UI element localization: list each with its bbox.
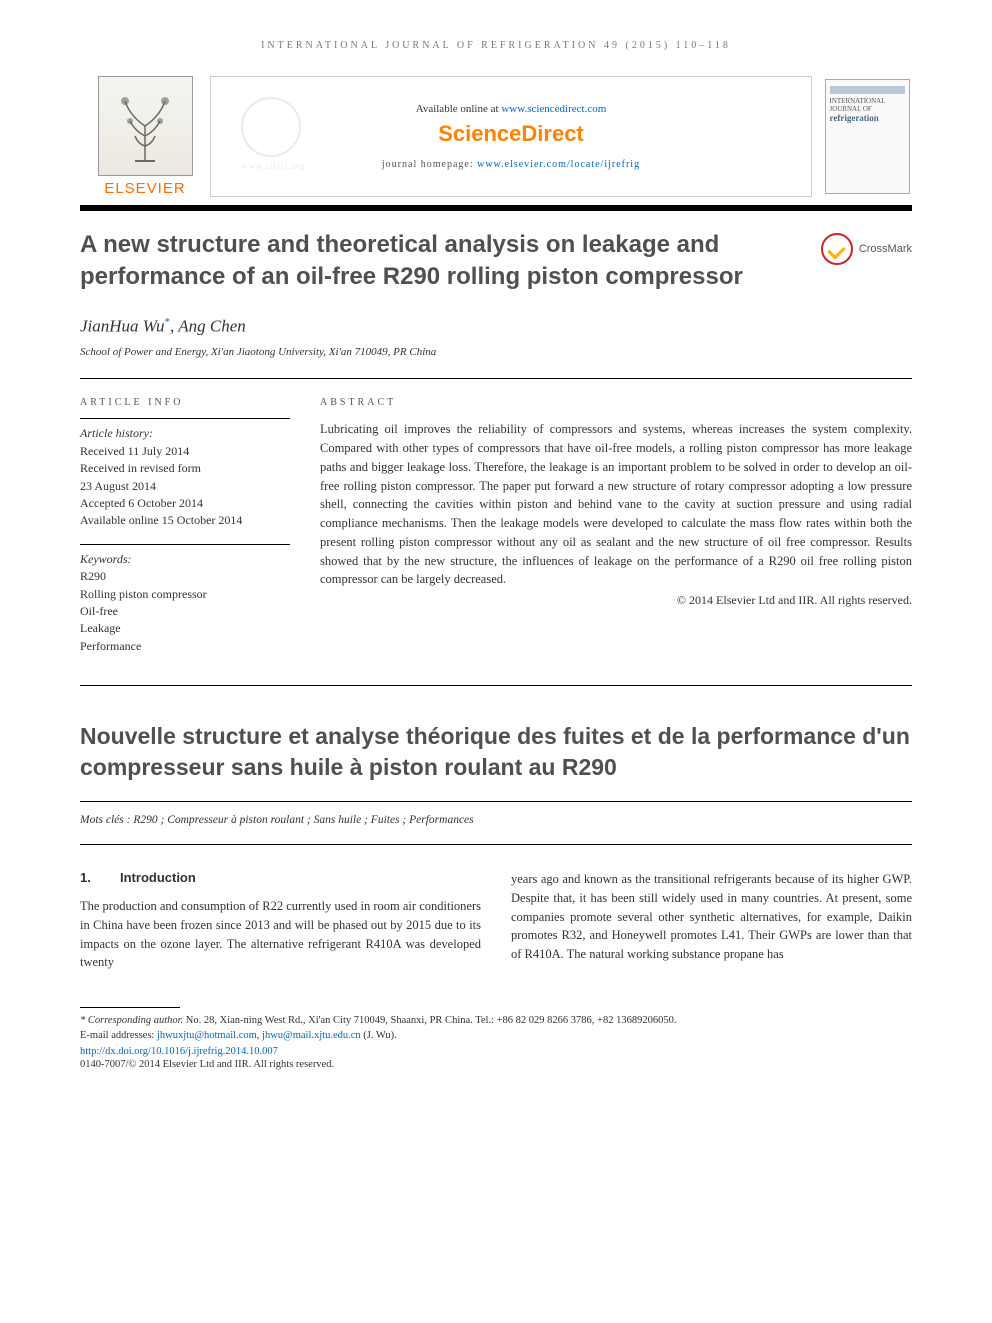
sciencedirect-link[interactable]: www.sciencedirect.com [501, 103, 606, 115]
abstract-section: ARTICLE INFO Article history: Received 1… [80, 397, 912, 655]
keyword: R290 [80, 568, 290, 585]
section-heading: 1.Introduction [80, 870, 481, 885]
journal-cover: INTERNATIONAL JOURNAL OF refrigeration [825, 79, 910, 194]
journal-homepage-link[interactable]: www.elsevier.com/locate/ijrefrig [477, 159, 640, 170]
cover-name: refrigeration [830, 113, 905, 123]
email-label: E-mail addresses: [80, 1030, 157, 1041]
sciencedirect-banner: www.iifiir.org Available online at www.s… [210, 76, 812, 197]
elsevier-wordmark: ELSEVIER [104, 180, 185, 197]
history-line: Received in revised form [80, 460, 290, 477]
history-line: Available online 15 October 2014 [80, 512, 290, 529]
iir-watermark: www.iifiir.org [241, 97, 306, 171]
section-number: 1. [80, 870, 120, 885]
rule [80, 685, 912, 686]
article-page: INTERNATIONAL JOURNAL OF REFRIGERATION 4… [0, 0, 992, 1100]
abstract-copyright: © 2014 Elsevier Ltd and IIR. All rights … [320, 593, 912, 608]
email-link-1[interactable]: jhwuxjtu@hotmail.com [157, 1030, 257, 1041]
rule [80, 844, 912, 845]
french-title: Nouvelle structure et analyse théorique … [80, 721, 912, 783]
running-header: INTERNATIONAL JOURNAL OF REFRIGERATION 4… [80, 40, 912, 51]
history-line: Received 11 July 2014 [80, 443, 290, 460]
publisher-header: ELSEVIER www.iifiir.org Available online… [80, 76, 912, 197]
keyword: Oil-free [80, 603, 290, 620]
sciencedirect-logo: ScienceDirect [438, 121, 584, 147]
title-row: A new structure and theoretical analysis… [80, 229, 912, 294]
elsevier-tree-icon [98, 76, 193, 176]
email-link-2[interactable]: jhwu@mail.xjtu.edu.cn [262, 1030, 361, 1041]
article-info-column: ARTICLE INFO Article history: Received 1… [80, 397, 290, 655]
info-heading: ARTICLE INFO [80, 397, 290, 408]
affiliation: School of Power and Energy, Xi'an Jiaoto… [80, 346, 912, 358]
body-paragraph: The production and consumption of R22 cu… [80, 897, 481, 972]
journal-homepage: journal homepage: www.elsevier.com/locat… [382, 159, 640, 170]
mots-cles: Mots clés : R290 ; Compresseur à piston … [80, 814, 912, 826]
issn-line: 0140-7007/© 2014 Elsevier Ltd and IIR. A… [80, 1059, 912, 1070]
info-rule [80, 418, 290, 419]
abstract-column: ABSTRACT Lubricating oil improves the re… [320, 397, 912, 655]
abstract-text: Lubricating oil improves the reliability… [320, 420, 912, 589]
crossmark-badge[interactable]: CrossMark [821, 233, 912, 265]
globe-icon [241, 97, 301, 157]
crossmark-icon [821, 233, 853, 265]
rule [80, 378, 912, 379]
footnote-rule [80, 1007, 180, 1008]
cover-subtitle: INTERNATIONAL JOURNAL OF [830, 98, 905, 113]
body-paragraph: years ago and known as the transitional … [511, 870, 912, 964]
author-1: JianHua Wu [80, 316, 165, 335]
article-history: Article history: Received 11 July 2014 R… [80, 425, 290, 529]
doi-line: http://dx.doi.org/10.1016/j.ijrefrig.201… [80, 1046, 912, 1057]
keyword: Leakage [80, 620, 290, 637]
article-title: A new structure and theoretical analysis… [80, 229, 801, 294]
keyword: Performance [80, 638, 290, 655]
thick-rule [80, 205, 912, 211]
crossmark-label: CrossMark [859, 243, 912, 255]
journal-cover-block: INTERNATIONAL JOURNAL OF refrigeration [812, 76, 912, 197]
history-label: Article history: [80, 425, 290, 442]
keywords-block: Keywords: R290 Rolling piston compressor… [80, 551, 290, 655]
abstract-heading: ABSTRACT [320, 397, 912, 408]
history-line: 23 August 2014 [80, 478, 290, 495]
intro-left-column: 1.Introduction The production and consum… [80, 870, 481, 972]
section-title: Introduction [120, 870, 196, 885]
cover-bar [830, 86, 905, 94]
rule [80, 801, 912, 802]
elsevier-logo-block: ELSEVIER [80, 76, 210, 197]
history-line: Accepted 6 October 2014 [80, 495, 290, 512]
intro-right-column: years ago and known as the transitional … [511, 870, 912, 972]
available-online: Available online at www.sciencedirect.co… [416, 103, 607, 115]
intro-columns: 1.Introduction The production and consum… [80, 870, 912, 972]
keyword: Rolling piston compressor [80, 586, 290, 603]
info-rule [80, 544, 290, 545]
corresponding-footnote: * Corresponding author. No. 28, Xian-nin… [80, 1014, 912, 1043]
corr-label: * Corresponding author. [80, 1015, 183, 1026]
authors-line: JianHua Wu*, Ang Chen [80, 316, 912, 337]
author-2: Ang Chen [178, 316, 246, 335]
doi-link[interactable]: http://dx.doi.org/10.1016/j.ijrefrig.201… [80, 1046, 278, 1057]
keywords-label: Keywords: [80, 551, 290, 568]
iir-url: www.iifiir.org [241, 161, 306, 171]
